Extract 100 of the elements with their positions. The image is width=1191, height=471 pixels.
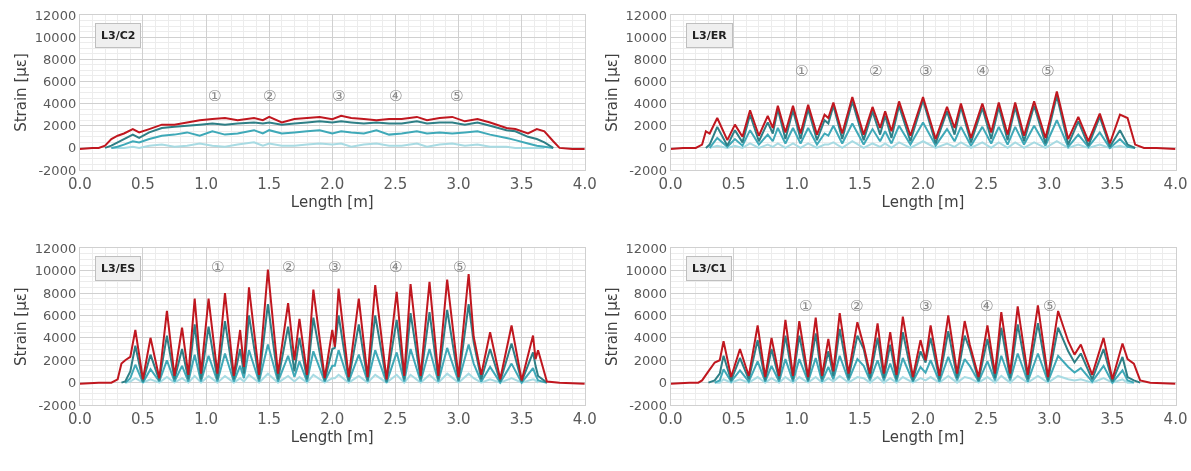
x-tick-label: 2.5 <box>974 175 999 194</box>
y-tick-label: 10000 <box>34 263 77 279</box>
annotation: ① <box>795 62 809 80</box>
x-tick-label: 3.0 <box>446 175 471 194</box>
line-series <box>120 303 548 384</box>
y-tick-label: 6000 <box>43 74 77 90</box>
x-tick-label: 3.5 <box>1100 175 1125 194</box>
line-series <box>79 114 585 150</box>
x-tick-label: 1.0 <box>194 410 218 429</box>
x-tick-label: 1.5 <box>847 410 872 429</box>
line-series <box>708 140 1129 149</box>
annotation: ③ <box>332 87 346 105</box>
x-tick-label: 1.0 <box>784 175 809 194</box>
annotation: ③ <box>328 258 342 276</box>
x-tick-label: 1.0 <box>194 175 218 194</box>
annotation: ④ <box>389 87 403 105</box>
line-series <box>707 322 1142 384</box>
y-tick-label: 8000 <box>633 51 667 67</box>
line-series <box>713 352 1135 384</box>
y-tick-label: 12000 <box>625 240 667 256</box>
y-tick-label: 8000 <box>43 51 77 67</box>
x-tick-label: 3.0 <box>1037 410 1062 429</box>
x-tick-label: 0.0 <box>658 175 683 194</box>
x-axis-title: Length [m] <box>290 428 374 447</box>
y-axis-title: Strain [με] <box>12 287 31 366</box>
text: L3/ER <box>692 29 728 42</box>
x-tick-label: 1.5 <box>257 410 282 429</box>
x-tick-label: 2.0 <box>911 175 935 194</box>
x-tick-label: 2.5 <box>974 410 999 429</box>
text: L3/C1 <box>692 262 727 275</box>
x-tick-label: 3.5 <box>1100 410 1125 429</box>
x-tick-label: 4.0 <box>1163 410 1188 429</box>
x-tick-label: 4.0 <box>572 410 597 429</box>
annotation: ④ <box>389 258 403 276</box>
y-tick-label: -2000 <box>38 162 77 178</box>
y-tick-label: 10000 <box>625 29 667 45</box>
x-tick-label: 2.0 <box>320 410 345 429</box>
y-tick-label: 8000 <box>43 285 77 301</box>
y-tick-label: -2000 <box>629 397 667 413</box>
x-tick-label: 3.5 <box>509 410 534 429</box>
y-tick-label: 12000 <box>34 240 77 256</box>
y-tick-label: 2000 <box>43 118 77 134</box>
y-tick-label: 10000 <box>625 263 667 279</box>
annotation: ⑤ <box>453 258 467 276</box>
y-tick-label: 2000 <box>633 118 667 134</box>
annotation: ① <box>211 258 225 276</box>
y-tick-label: 6000 <box>633 307 667 323</box>
line-series <box>704 94 1137 149</box>
y-axis-title: Strain [με] <box>12 53 31 132</box>
x-tick-label: 2.5 <box>383 410 408 429</box>
line-series <box>713 374 1135 384</box>
y-tick-label: 12000 <box>625 7 667 23</box>
y-tick-label: 6000 <box>43 307 77 323</box>
annotation: ⑤ <box>1041 62 1055 80</box>
x-tick-label: 2.0 <box>911 410 935 429</box>
y-tick-label: 0 <box>67 375 77 391</box>
annotation: ② <box>263 87 277 105</box>
line-series <box>708 119 1137 149</box>
y-tick-label: 4000 <box>43 330 77 346</box>
line-series <box>124 343 548 384</box>
y-tick-label: 2000 <box>633 352 667 368</box>
annotation: ④ <box>976 62 990 80</box>
y-tick-label: -2000 <box>629 162 667 178</box>
x-tick-label: 0.5 <box>721 410 746 429</box>
text: L3/ES <box>101 262 136 275</box>
x-tick-label: 4.0 <box>1163 175 1188 194</box>
y-tick-label: -2000 <box>38 397 77 413</box>
y-tick-label: 0 <box>658 375 667 391</box>
x-tick-label: 1.5 <box>257 175 282 194</box>
annotation: ① <box>208 87 222 105</box>
x-axis-title: Length [m] <box>290 193 374 212</box>
line-series <box>124 372 540 384</box>
y-axis-title: Strain [με] <box>602 287 621 366</box>
y-tick-label: 8000 <box>633 285 667 301</box>
y-tick-label: 2000 <box>43 352 77 368</box>
y-tick-label: 10000 <box>34 29 77 45</box>
x-tick-label: 0.0 <box>67 410 92 429</box>
y-tick-label: 4000 <box>633 96 667 112</box>
x-axis-title: Length [m] <box>881 193 965 212</box>
x-tick-label: 2.5 <box>383 175 408 194</box>
annotation: ⑤ <box>450 87 464 105</box>
annotation: ③ <box>919 62 933 80</box>
annotation: ④ <box>980 297 994 315</box>
annotation: ② <box>850 297 864 315</box>
y-tick-label: 4000 <box>633 330 667 346</box>
x-tick-label: 0.0 <box>658 410 683 429</box>
y-tick-label: 4000 <box>43 96 77 112</box>
annotation: ① <box>799 297 813 315</box>
x-tick-label: 1.5 <box>847 175 872 194</box>
annotation: ② <box>282 258 296 276</box>
x-tick-label: 4.0 <box>572 175 597 194</box>
x-tick-label: 0.5 <box>130 175 155 194</box>
x-tick-label: 3.5 <box>509 175 534 194</box>
x-tick-label: 0.5 <box>721 175 746 194</box>
y-axis-title: Strain [με] <box>602 53 621 132</box>
x-tick-label: 1.0 <box>784 410 809 429</box>
y-tick-label: 12000 <box>34 7 77 23</box>
y-tick-label: 6000 <box>633 74 667 90</box>
line-series <box>670 90 1176 150</box>
x-axis-title: Length [m] <box>881 428 965 447</box>
